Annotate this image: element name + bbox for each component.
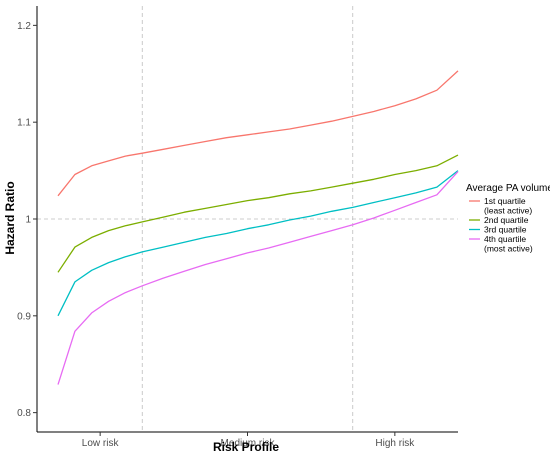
y-tick-label: 0.9 xyxy=(17,311,31,322)
legend-label-1: 1st quartile xyxy=(484,196,526,206)
legend-sublabel-4: (most active) xyxy=(484,244,533,254)
y-ticks: 0.8 0.9 1 1.1 1.2 xyxy=(17,21,37,419)
legend-sublabel-1: (least active) xyxy=(484,206,532,216)
y-tick-label: 1 xyxy=(25,215,31,226)
x-tick-label: High risk xyxy=(375,438,415,449)
x-tick-label: Low risk xyxy=(82,438,120,449)
legend-label-4: 4th quartile xyxy=(484,234,526,244)
y-tick-label: 1.1 xyxy=(17,118,31,129)
legend-label-3: 3rd quartile xyxy=(484,225,527,235)
legend-title: Average PA volume xyxy=(466,183,550,194)
series-line-3 xyxy=(57,170,459,317)
reference-lines xyxy=(37,6,458,432)
series-line-4 xyxy=(57,171,459,385)
series-lines xyxy=(57,70,459,385)
series-line-1 xyxy=(57,70,459,197)
x-axis-title: Risk Profile xyxy=(213,440,279,454)
y-axis-title: Hazard Ratio xyxy=(3,181,17,254)
legend: Average PA volume 1st quartile(least act… xyxy=(466,183,550,254)
y-tick-label: 0.8 xyxy=(17,408,31,419)
legend-label-2: 2nd quartile xyxy=(484,215,529,225)
x-tick-label: Medium risk xyxy=(221,438,276,449)
y-tick-label: 1.2 xyxy=(17,21,31,32)
x-ticks: Low risk Medium risk High risk xyxy=(82,432,415,449)
series-line-2 xyxy=(57,154,459,273)
